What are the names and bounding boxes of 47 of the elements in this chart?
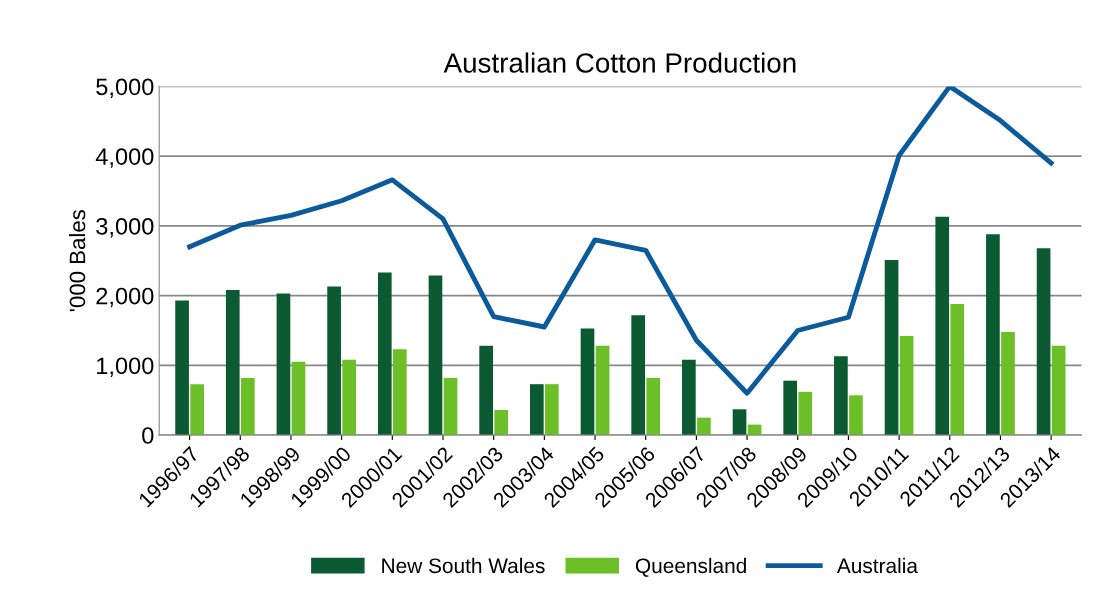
bar [175,300,189,436]
bar [682,359,696,436]
bar [1036,248,1051,436]
y-axis-title: '000 Bales [69,210,86,312]
legend-label: New South Wales [382,557,545,574]
bar [884,260,899,436]
y-tick-label: 4,000 [95,148,154,168]
bar [1051,345,1066,436]
bar [798,391,813,436]
bar [240,377,255,436]
legend-label: Australia [836,557,918,574]
line-series [187,86,1054,396]
bar [646,377,661,436]
bar [899,336,914,436]
bar [342,359,357,436]
y-tick-label: 0 [142,427,154,444]
bar [479,345,493,436]
bar [443,377,458,436]
bar [783,380,798,436]
bar [428,275,443,436]
y-tick-label: 1,000 [97,357,154,377]
y-tick-label: 3,000 [96,217,154,238]
bar [225,290,240,436]
bar [529,384,544,436]
bar [580,328,595,436]
bar [190,384,204,436]
y-tick-label: 5,000 [96,78,154,98]
bar [393,349,407,436]
chart-title: Australian Cotton Production [443,52,796,73]
bar [834,356,848,436]
bar [595,345,610,436]
bar [950,303,965,436]
bar [631,315,646,436]
y-tick-label: 2,000 [96,287,154,308]
bar [732,409,747,436]
bar [849,395,863,436]
bar [494,409,509,436]
bar [377,272,392,436]
bar [986,234,1000,436]
bar [276,293,291,436]
legend-label: Queensland [635,557,746,577]
bar [545,384,559,436]
bar [1001,331,1015,436]
bar [697,417,711,436]
bar [327,286,341,436]
bar [291,361,306,436]
bar [935,216,950,436]
